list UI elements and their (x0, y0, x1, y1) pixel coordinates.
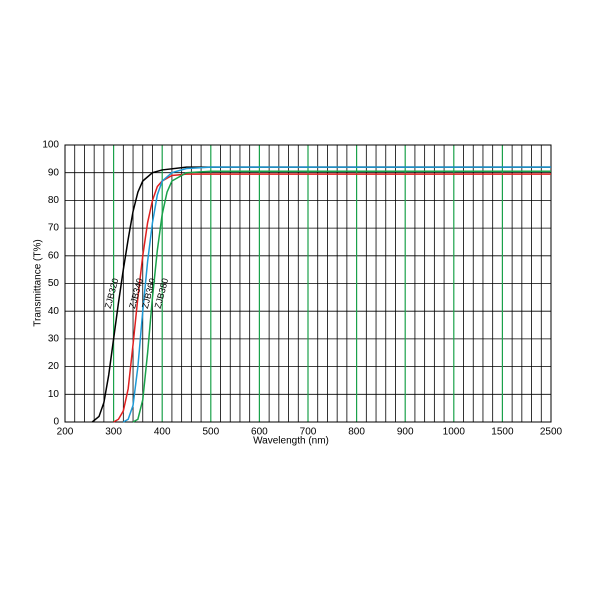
x-axis-label: Wavelength (nm) (253, 436, 329, 447)
x-tick-label: 500 (202, 427, 219, 438)
y-tick-label: 10 (48, 389, 60, 400)
x-tick-label: 800 (348, 427, 365, 438)
y-tick-label: 60 (48, 250, 60, 261)
x-tick-label: 700 (300, 427, 317, 438)
y-tick-label: 20 (48, 361, 60, 372)
y-axis-label: Transmittance (T%) (33, 239, 44, 326)
x-tick-label: 1000 (443, 427, 466, 438)
y-tick-label: 80 (48, 195, 60, 206)
y-tick-label: 50 (48, 278, 60, 289)
x-tick-label: 1500 (491, 427, 514, 438)
y-tick-label: 0 (53, 417, 59, 428)
series-line (122, 166, 551, 423)
series-line (113, 173, 551, 423)
y-tick-label: 30 (48, 334, 60, 345)
y-tick-label: 100 (42, 140, 59, 151)
x-tick-label: 200 (57, 427, 74, 438)
x-tick-label: 600 (251, 427, 268, 438)
y-tick-label: 40 (48, 306, 60, 317)
series-line (132, 170, 551, 423)
x-tick-label: 2500 (540, 427, 563, 438)
x-tick-label: 400 (154, 427, 171, 438)
y-tick-label: 70 (48, 223, 60, 234)
x-tick-label: 300 (105, 427, 122, 438)
x-tick-label: 900 (397, 427, 414, 438)
y-tick-label: 90 (48, 167, 60, 178)
series-line (91, 166, 551, 423)
plot-frame (64, 144, 552, 423)
